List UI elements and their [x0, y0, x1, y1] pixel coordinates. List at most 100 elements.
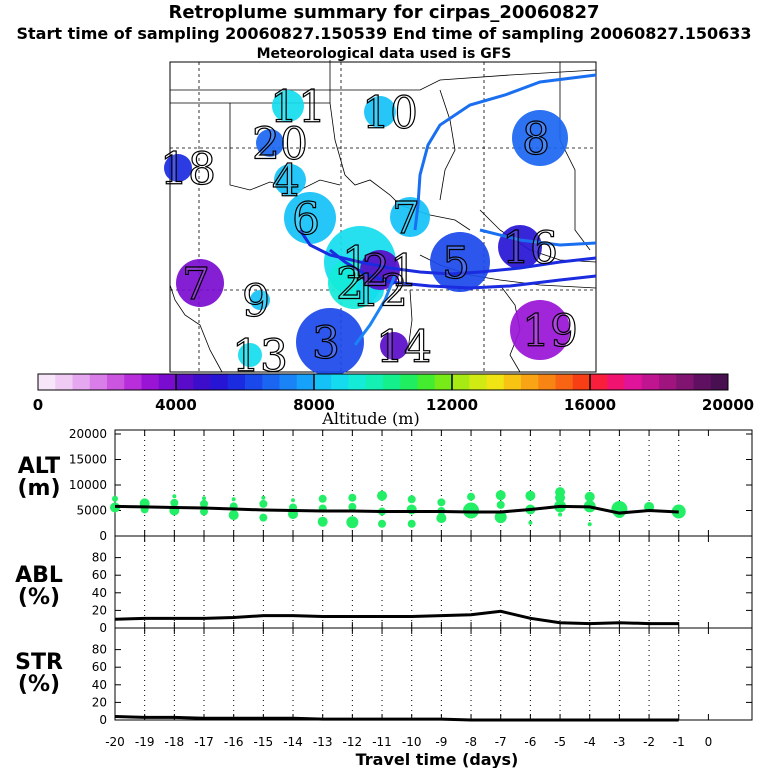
x-tick-label: -7	[495, 735, 507, 749]
cluster-label: 7	[182, 259, 210, 310]
colorbar-swatch	[245, 374, 263, 390]
colorbar-swatch	[193, 374, 211, 390]
map-plume-circles	[164, 90, 570, 376]
plume-circle	[512, 110, 568, 166]
y-tick-label: 10000	[69, 478, 107, 492]
plume-circle	[250, 290, 270, 310]
x-tick-label: -14	[283, 735, 303, 749]
trajectory-lines	[298, 73, 597, 346]
colorbar-swatch	[572, 374, 591, 390]
x-tick-label: -18	[165, 735, 185, 749]
x-tick-label: -17	[194, 735, 214, 749]
alt-marker	[348, 502, 357, 511]
colorbar-tick-label: 12000	[426, 396, 478, 414]
alt-marker	[584, 491, 595, 502]
colorbar-swatch	[503, 374, 522, 390]
alt-marker	[378, 519, 387, 528]
cluster-label: 20	[252, 119, 308, 170]
colorbar-swatch	[141, 374, 160, 390]
alt-axis-label: ALT (m)	[17, 454, 61, 501]
alt-marker	[558, 512, 563, 517]
colorbar-tick-label: 0	[33, 396, 43, 414]
plume-circle	[164, 154, 192, 182]
x-tick-label: -15	[254, 735, 274, 749]
colorbar-swatch	[55, 374, 73, 390]
alt-marker	[494, 511, 507, 524]
alt-marker	[346, 516, 359, 529]
colorbar-swatch	[417, 374, 436, 390]
x-tick-label: -6	[524, 735, 536, 749]
timeseries-panels: 0 5000 10000 15000 20000 0 20 40 60 80 0 20 40 60 80 -…	[69, 427, 753, 768]
cluster-label: 7	[392, 193, 420, 244]
x-tick-label: -12	[343, 735, 363, 749]
colorbar-swatch	[107, 374, 125, 390]
colorbar-swatch	[676, 374, 694, 390]
x-tick-label: 0	[705, 735, 713, 749]
plume-circle	[274, 164, 306, 196]
alt-marker	[231, 497, 236, 502]
plume-circle	[272, 90, 304, 122]
y-tick-label: 80	[92, 643, 107, 657]
colorbar-swatch	[210, 374, 229, 390]
cluster-label: 1	[342, 238, 370, 289]
y-tick-label: 20	[92, 603, 107, 617]
alt-marker	[495, 490, 506, 501]
colorbar-swatch	[89, 374, 108, 390]
alt-marker	[525, 490, 536, 501]
met-data-note: Meteorological data used is GFS	[256, 46, 512, 62]
chart-title: Retroplume summary for cirpas_20060827	[168, 2, 600, 23]
x-tick-label: -16	[224, 735, 244, 749]
colorbar-swatch	[469, 374, 487, 390]
colorbar-swatch	[624, 374, 643, 390]
sampling-times: Start time of sampling 20060827.150539 E…	[16, 24, 752, 43]
cluster-label: 5	[442, 238, 470, 289]
alt-marker	[555, 492, 566, 503]
x-tick-label: -19	[135, 735, 155, 749]
alt-marker	[587, 522, 592, 527]
alt-marker	[259, 499, 268, 508]
axis-ticks	[114, 430, 752, 721]
colorbar: 0 4000 8000 12000 16000 20000 Altitude (m)	[33, 373, 754, 428]
colorbar-swatch	[521, 374, 539, 390]
x-tick-label: -9	[435, 735, 447, 749]
cluster-label: 2	[336, 259, 364, 310]
y-tick-label: 60	[92, 660, 107, 674]
y-tick-label: 0	[99, 713, 107, 727]
alt-marker	[463, 502, 480, 519]
cluster-label: 10	[362, 88, 418, 139]
alt-marker	[407, 495, 416, 504]
colorbar-tick-label: 4000	[155, 396, 197, 414]
cluster-label: 14	[376, 322, 432, 373]
cluster-label: 6	[292, 194, 320, 245]
alt-marker	[317, 516, 328, 527]
plume-circle	[238, 343, 262, 367]
y-tick-label: 0	[99, 529, 107, 543]
x-tick-label: -8	[465, 735, 477, 749]
cluster-label: 18	[160, 144, 216, 195]
colorbar-swatch	[262, 374, 280, 390]
plume-circle	[284, 192, 336, 244]
colorbar-swatch	[227, 374, 246, 390]
colorbar-swatch	[434, 374, 453, 390]
colorbar-label: Altitude (m)	[321, 409, 419, 428]
colorbar-tick-label: 20000	[702, 396, 754, 414]
plume-circle	[380, 332, 408, 360]
y-tick-labels: 0 5000 10000 15000 20000 0 20 40 60 80 0 20 40 60 80	[69, 427, 107, 727]
colorbar-swatch	[659, 374, 677, 390]
x-tick-label: -1	[673, 735, 685, 749]
colorbar-swatch	[555, 374, 574, 390]
colorbar-swatch	[486, 374, 505, 390]
colorbar-swatch	[38, 374, 56, 390]
alt-marker	[200, 499, 209, 508]
cluster-label: 8	[522, 114, 550, 165]
plume-circle	[510, 300, 570, 360]
x-tick-label: -4	[584, 735, 596, 749]
y-tick-label: 15000	[69, 453, 107, 467]
alt-marker	[437, 498, 446, 507]
colorbar-swatch	[710, 374, 729, 390]
cluster-label: 4	[272, 156, 300, 207]
plume-circle	[256, 129, 284, 157]
x-tick-label: -2	[643, 735, 655, 749]
y-tick-label: 0	[99, 621, 107, 635]
